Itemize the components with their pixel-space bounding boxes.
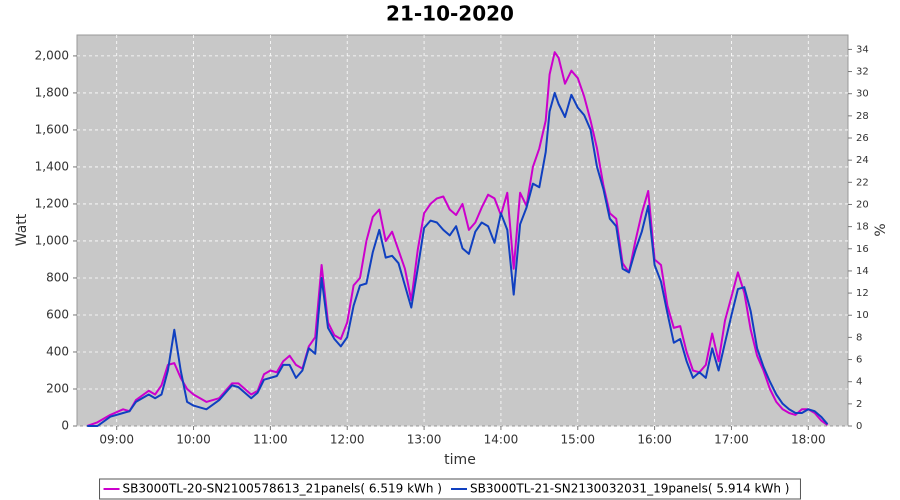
- y2-tick-label: 12: [856, 288, 869, 299]
- plot-area: [76, 34, 849, 427]
- y-tick-label: 600: [46, 307, 69, 321]
- y-tick-label: 2,000: [35, 48, 69, 62]
- legend-label: SB3000TL-21-SN2130032031_19panels( 5.914…: [470, 482, 789, 496]
- y2-tick-label: 14: [856, 266, 869, 277]
- y-tick-label: 1,400: [35, 159, 69, 173]
- lines: [86, 51, 829, 427]
- legend: SB3000TL-20-SN2100578613_21panels( 6.519…: [99, 478, 801, 500]
- y2-tick-label: 16: [856, 244, 869, 255]
- y-tick-label: 0: [61, 419, 69, 433]
- y-tick-label: 1,200: [35, 196, 69, 210]
- y2-tick-label: 22: [856, 177, 869, 188]
- x-tick-label: 12:00: [330, 433, 365, 447]
- y2-tick-label: 2: [856, 399, 862, 410]
- y2-axis-label: %: [873, 223, 889, 236]
- y-axis-label: Watt: [14, 213, 30, 246]
- y2-tick-label: 30: [856, 89, 869, 100]
- x-tick-label: 10:00: [176, 433, 211, 447]
- y-tick-label: 400: [46, 344, 69, 358]
- y2-tick-label: 10: [856, 310, 869, 321]
- y2-tick-label: 34: [856, 44, 869, 55]
- y2-tick-label: 4: [856, 377, 862, 388]
- y2-tick-label: 20: [856, 199, 869, 210]
- x-tick-label: 18:00: [791, 433, 826, 447]
- x-tick-label: 14:00: [484, 433, 519, 447]
- x-tick-label: 15:00: [560, 433, 595, 447]
- x-axis-label: time: [444, 452, 476, 468]
- x-tick-label: 17:00: [714, 433, 749, 447]
- y2-tick-label: 32: [856, 67, 869, 78]
- x-tick-label: 09:00: [99, 433, 134, 447]
- y-tick-label: 200: [46, 381, 69, 395]
- legend-label: SB3000TL-20-SN2100578613_21panels( 6.519…: [123, 482, 442, 496]
- y-tick-label: 800: [46, 270, 69, 284]
- x-tick-label: 13:00: [407, 433, 442, 447]
- x-tick-label: 11:00: [253, 433, 288, 447]
- series-line: [86, 51, 829, 427]
- y-tick-label: 1,800: [35, 85, 69, 99]
- y2-tick-label: 24: [856, 155, 869, 166]
- y-tick-label: 1,600: [35, 122, 69, 136]
- y2-tick-label: 8: [856, 332, 862, 343]
- y-tick-label: 1,000: [35, 233, 69, 247]
- y2-tick-label: 26: [856, 133, 869, 144]
- y2-tick-label: 0: [856, 421, 862, 432]
- grid: [77, 35, 848, 427]
- chart-title: 21-10-2020: [386, 2, 514, 26]
- y2-tick-label: 6: [856, 355, 862, 366]
- y2-tick-label: 18: [856, 222, 869, 233]
- series-line: [87, 91, 829, 427]
- y2-tick-label: 28: [856, 111, 869, 122]
- legend-box: [99, 478, 801, 500]
- x-tick-label: 16:00: [637, 433, 672, 447]
